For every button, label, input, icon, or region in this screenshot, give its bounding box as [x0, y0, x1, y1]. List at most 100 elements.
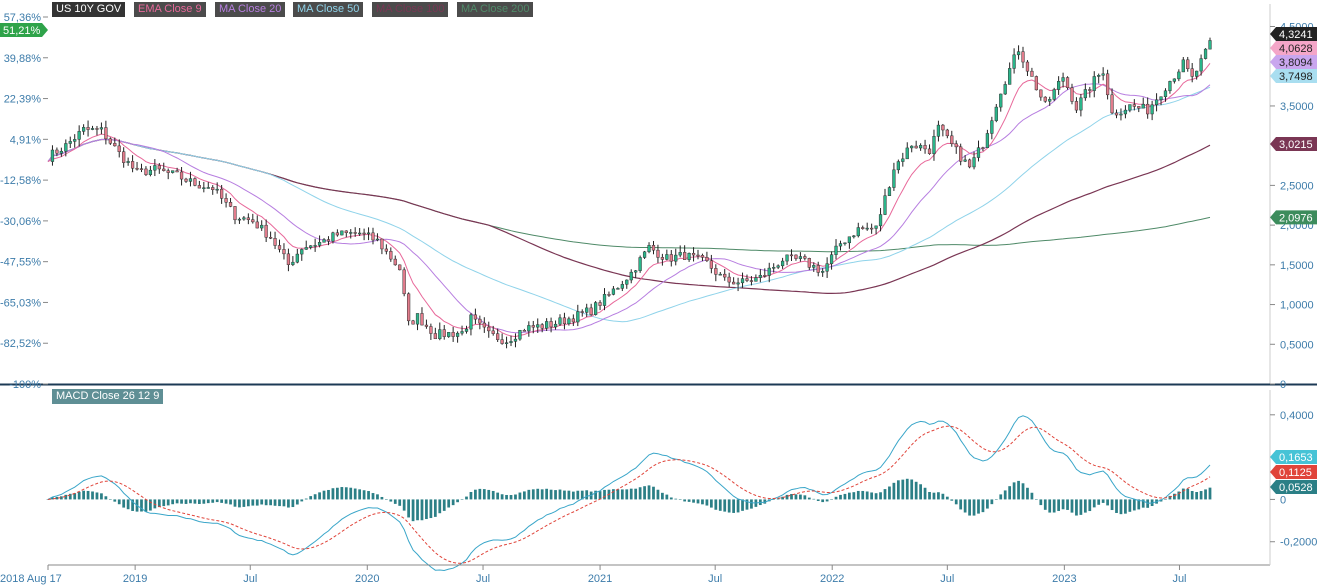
candle: [251, 213, 255, 224]
histogram-bar: [741, 499, 744, 511]
candle: [73, 134, 77, 148]
candle: [153, 159, 157, 177]
histogram-bar: [870, 492, 874, 500]
histogram-bar: [612, 489, 615, 500]
histogram-bar: [1075, 499, 1078, 516]
candle: [585, 303, 589, 317]
histogram-bar: [313, 494, 317, 500]
histogram-bar: [344, 487, 348, 500]
histogram-bar: [1115, 499, 1118, 513]
candle: [513, 333, 518, 348]
candle: [469, 313, 473, 336]
candle: [776, 264, 780, 270]
candle: [1083, 83, 1087, 101]
candle: [798, 252, 803, 262]
legend-item[interactable]: EMA Close 9: [134, 2, 206, 17]
candle: [936, 120, 941, 142]
candle: [1088, 86, 1092, 98]
legend-item[interactable]: MA Close 100: [372, 2, 449, 17]
candle: [90, 125, 95, 131]
candle: [1150, 100, 1154, 121]
macd-tick-label: 0: [1280, 494, 1286, 506]
candle: [843, 242, 847, 246]
histogram-bar: [674, 498, 678, 500]
macd-panel: [46, 415, 1212, 572]
histogram-bar: [696, 499, 700, 504]
candle: [865, 222, 869, 231]
candle: [870, 223, 874, 234]
histogram-bar: [429, 499, 433, 519]
histogram-bar: [812, 498, 816, 500]
candle: [611, 286, 616, 296]
histogram-bar: [1088, 499, 1092, 512]
candle: [625, 279, 629, 289]
candle: [567, 316, 571, 326]
candle: [433, 327, 437, 340]
candle: [504, 336, 509, 349]
ema9-series: [47, 62, 1211, 338]
candle: [50, 145, 55, 166]
candle: [1159, 96, 1163, 106]
legend-item[interactable]: MA Close 20: [215, 2, 286, 17]
histogram-bar: [327, 489, 330, 500]
histogram-bar: [750, 499, 753, 509]
x-tick-label: 2021: [588, 573, 612, 585]
legend-item[interactable]: US 10Y GOV: [52, 2, 126, 17]
candle: [1074, 97, 1079, 114]
histogram-bar: [1181, 488, 1185, 500]
candle: [211, 185, 215, 195]
legend-item[interactable]: MA Close 200: [457, 2, 534, 17]
candle: [406, 292, 411, 326]
candle: [171, 170, 175, 174]
histogram-bar: [945, 496, 949, 500]
candle: [1043, 96, 1047, 103]
candle: [233, 206, 237, 225]
candle: [999, 93, 1003, 112]
candle: [540, 323, 544, 333]
x-tick-label: Jul: [708, 573, 722, 585]
histogram-bar: [896, 480, 900, 500]
change-badge-label: 51,21%: [3, 25, 41, 37]
candle: [874, 225, 878, 235]
histogram-bar: [776, 498, 780, 500]
candle: [629, 269, 633, 284]
time-axis: 2018 Aug 17 2019 Jul 2020 Jul 2021 Jul 2022 Jul 2…: [0, 565, 1187, 585]
histogram-bar: [816, 499, 820, 501]
candle: [398, 264, 402, 271]
candle: [429, 323, 433, 340]
macd-histogram: [46, 478, 1212, 522]
candle: [358, 228, 362, 236]
histogram-bar: [1137, 499, 1141, 510]
histogram-bar: [393, 499, 397, 504]
histogram-bar: [140, 499, 143, 512]
candle: [215, 182, 219, 194]
candle: [838, 240, 843, 251]
x-tick-label: 2020: [355, 573, 379, 585]
candle: [1203, 48, 1208, 60]
histogram-bar: [336, 487, 339, 500]
candle: [883, 188, 887, 216]
candle: [1016, 45, 1021, 60]
histogram-bar: [202, 499, 206, 504]
histogram-bar: [620, 489, 624, 500]
histogram-bar: [683, 499, 687, 502]
candle: [727, 272, 731, 288]
legend-item[interactable]: MA Close 50: [293, 2, 364, 17]
main-panel: [47, 37, 1212, 349]
candle: [500, 333, 504, 345]
candle: [950, 130, 954, 147]
histogram-bar: [1208, 487, 1212, 500]
macd-tick-label: 0,4000: [1280, 410, 1314, 422]
histogram-bar: [189, 499, 192, 504]
histogram-bar: [807, 497, 811, 500]
histogram-bar: [384, 499, 388, 500]
histogram-bar: [1043, 499, 1047, 510]
candle: [478, 315, 482, 330]
series-line: [47, 138, 1211, 294]
candle: [696, 249, 700, 260]
histogram-bar: [117, 499, 121, 505]
histogram-bar: [638, 487, 642, 500]
candle: [380, 238, 384, 255]
macd-line: [47, 415, 1211, 572]
histogram-bar: [491, 490, 495, 500]
